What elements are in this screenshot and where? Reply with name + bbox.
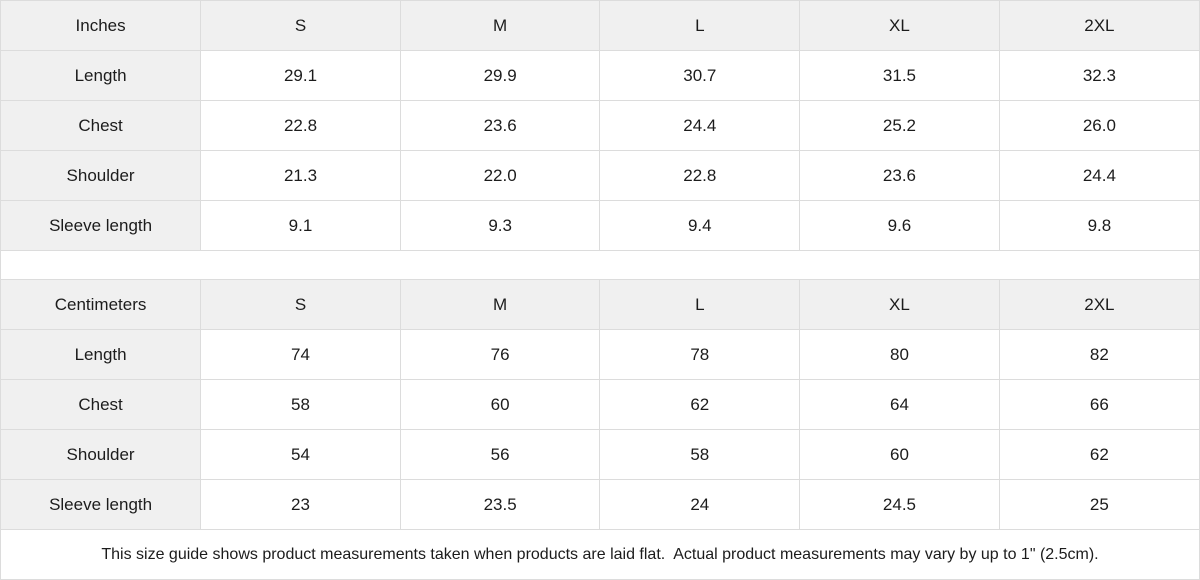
unit-header-centimeters: Centimeters <box>0 279 202 330</box>
size-column-header: 2XL <box>998 279 1200 330</box>
measurement-cell: 60 <box>399 379 601 430</box>
measurement-cell: 21.3 <box>200 150 401 201</box>
measurement-cell: 56 <box>399 429 601 480</box>
measurement-cell: 66 <box>998 379 1200 430</box>
measurement-cell: 24.4 <box>599 100 801 151</box>
measurement-cell: 64 <box>799 379 1000 430</box>
size-column-header: S <box>200 0 401 51</box>
size-column-header: 2XL <box>998 0 1200 51</box>
row-label: Chest <box>0 100 202 151</box>
measurement-cell: 58 <box>200 379 401 430</box>
measurement-cell: 9.1 <box>200 200 401 251</box>
table-row: Length 74 76 78 80 82 <box>0 329 1200 380</box>
measurement-cell: 23.6 <box>399 100 601 151</box>
table-row: Length 29.1 29.9 30.7 31.5 32.3 <box>0 50 1200 101</box>
measurement-cell: 76 <box>399 329 601 380</box>
measurement-cell: 60 <box>799 429 1000 480</box>
inches-header-row: Inches S M L XL 2XL <box>0 0 1200 51</box>
row-label: Sleeve length <box>0 479 202 530</box>
measurement-cell: 54 <box>200 429 401 480</box>
measurement-cell: 32.3 <box>998 50 1200 101</box>
table-row: Shoulder 21.3 22.0 22.8 23.6 24.4 <box>0 150 1200 201</box>
measurement-cell: 23 <box>200 479 401 530</box>
measurement-cell: 9.6 <box>799 200 1000 251</box>
measurement-cell: 29.1 <box>200 50 401 101</box>
table-row: Sleeve length 23 23.5 24 24.5 25 <box>0 479 1200 530</box>
measurement-cell: 22.0 <box>399 150 601 201</box>
size-column-header: L <box>599 0 801 51</box>
size-column-header: M <box>399 279 601 330</box>
size-column-header: L <box>599 279 801 330</box>
measurement-cell: 23.6 <box>799 150 1000 201</box>
measurement-cell: 26.0 <box>998 100 1200 151</box>
measurement-cell: 22.8 <box>599 150 801 201</box>
measurement-cell: 24.4 <box>998 150 1200 201</box>
measurement-cell: 29.9 <box>399 50 601 101</box>
measurement-cell: 9.4 <box>599 200 801 251</box>
row-label: Shoulder <box>0 150 202 201</box>
measurement-cell: 58 <box>599 429 801 480</box>
measurement-cell: 24 <box>599 479 801 530</box>
measurement-cell: 9.8 <box>998 200 1200 251</box>
measurement-cell: 25.2 <box>799 100 1000 151</box>
measurement-cell: 74 <box>200 329 401 380</box>
measurement-cell: 82 <box>998 329 1200 380</box>
centimeters-table: Centimeters S M L XL 2XL Length 74 76 78… <box>0 279 1200 530</box>
table-row: Sleeve length 9.1 9.3 9.4 9.6 9.8 <box>0 200 1200 251</box>
measurement-cell: 31.5 <box>799 50 1000 101</box>
row-label: Length <box>0 329 202 380</box>
table-row: Shoulder 54 56 58 60 62 <box>0 429 1200 480</box>
measurement-cell: 22.8 <box>200 100 401 151</box>
inches-table: Inches S M L XL 2XL Length 29.1 29.9 30.… <box>0 0 1200 251</box>
measurement-cell: 25 <box>998 479 1200 530</box>
centimeters-header-row: Centimeters S M L XL 2XL <box>0 279 1200 330</box>
measurement-cell: 30.7 <box>599 50 801 101</box>
unit-header-inches: Inches <box>0 0 202 51</box>
row-label: Shoulder <box>0 429 202 480</box>
measurement-cell: 62 <box>998 429 1200 480</box>
measurement-cell: 23.5 <box>399 479 601 530</box>
measurement-cell: 80 <box>799 329 1000 380</box>
size-column-header: XL <box>799 0 1000 51</box>
measurement-cell: 78 <box>599 329 801 380</box>
row-label: Chest <box>0 379 202 430</box>
measurement-cell: 9.3 <box>399 200 601 251</box>
measurement-cell: 24.5 <box>799 479 1000 530</box>
row-label: Sleeve length <box>0 200 202 251</box>
table-row: Chest 58 60 62 64 66 <box>0 379 1200 430</box>
size-column-header: S <box>200 279 401 330</box>
size-guide-note: This size guide shows product measuremen… <box>1 529 1199 579</box>
table-row: Chest 22.8 23.6 24.4 25.2 26.0 <box>0 100 1200 151</box>
size-column-header: M <box>399 0 601 51</box>
table-spacer <box>1 250 1199 280</box>
size-column-header: XL <box>799 279 1000 330</box>
measurement-cell: 62 <box>599 379 801 430</box>
row-label: Length <box>0 50 202 101</box>
